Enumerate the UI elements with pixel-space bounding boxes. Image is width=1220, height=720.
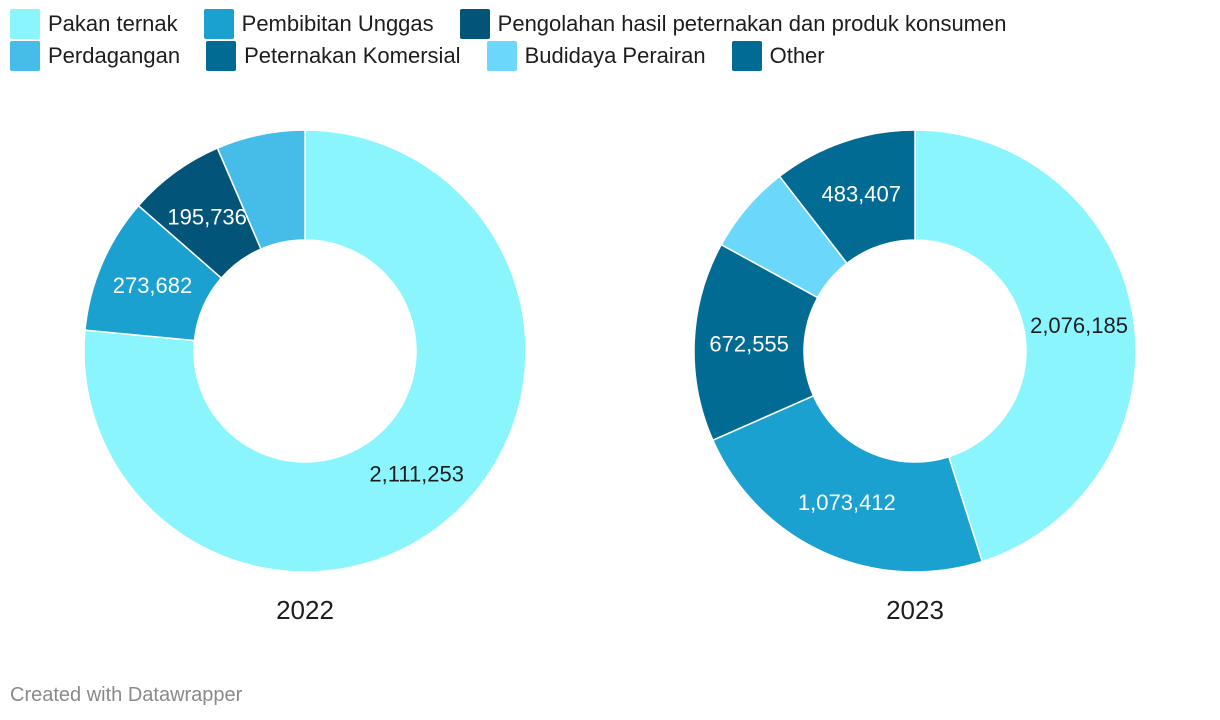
- slice-value-label: 1,073,412: [798, 490, 896, 515]
- legend-label: Peternakan Komersial: [244, 43, 461, 68]
- legend-label: Other: [769, 43, 825, 68]
- legend-swatch: [486, 41, 517, 71]
- datawrapper-credit: Created with Datawrapper: [10, 684, 243, 706]
- donut-slice: [693, 243, 819, 442]
- donut-2023: 2,076,185 1,073,412 672,555 483,407 2023: [693, 129, 1137, 625]
- legend-label: Pengolahan hasil peternakan dan produk k…: [497, 11, 1007, 36]
- legend-item: Perdagangan: [10, 41, 180, 71]
- chart-year-label: 2023: [886, 595, 944, 625]
- legend-item: Peternakan Komersial: [206, 41, 461, 71]
- legend-swatch: [10, 9, 40, 39]
- legend-swatch: [206, 41, 237, 71]
- legend-label: Budidaya Perairan: [524, 43, 706, 68]
- legend-label: Pakan ternak: [48, 11, 178, 36]
- legend-swatch: [459, 9, 490, 39]
- slice-value-label: 2,076,185: [1030, 313, 1128, 338]
- legend-item: Budidaya Perairan: [486, 41, 706, 71]
- donut-slice: [83, 129, 527, 573]
- legend: Pakan ternak Pembibitan Unggas Pengolahan …: [10, 8, 1210, 72]
- legend-label: Pembibitan Unggas: [241, 11, 434, 36]
- legend-item: Pembibitan Unggas: [203, 9, 434, 39]
- chart-year-label: 2022: [276, 595, 334, 625]
- legend-item: Pakan ternak: [10, 9, 178, 39]
- legend-item: Other: [731, 41, 825, 71]
- slice-value-label: 195,736: [167, 204, 247, 229]
- slice-value-label: 2,111,253: [369, 461, 464, 486]
- legend-row: Perdagangan Peternakan Komersial Budidaya …: [10, 40, 1210, 72]
- legend-swatch: [10, 41, 40, 71]
- donut-charts: 2,111,253 273,682 195,736 2022 2,076,185 1,07…: [83, 129, 1137, 625]
- slice-value-label: 672,555: [709, 331, 789, 356]
- donut-slice: [711, 394, 984, 573]
- legend-item: Pengolahan hasil peternakan dan produk k…: [459, 9, 1007, 39]
- legend-row: Pakan ternak Pembibitan Unggas Pengolahan …: [10, 8, 1210, 40]
- legend-label: Perdagangan: [48, 43, 181, 68]
- donut-2022: 2,111,253 273,682 195,736 2022: [83, 129, 527, 625]
- slice-value-label: 483,407: [821, 181, 901, 206]
- legend-swatch: [731, 41, 762, 71]
- legend-swatch: [203, 9, 234, 39]
- donut-slice: [778, 129, 916, 265]
- donut-slice: [914, 129, 1137, 563]
- slice-value-label: 273,682: [113, 273, 193, 298]
- donut-slice: [216, 129, 306, 251]
